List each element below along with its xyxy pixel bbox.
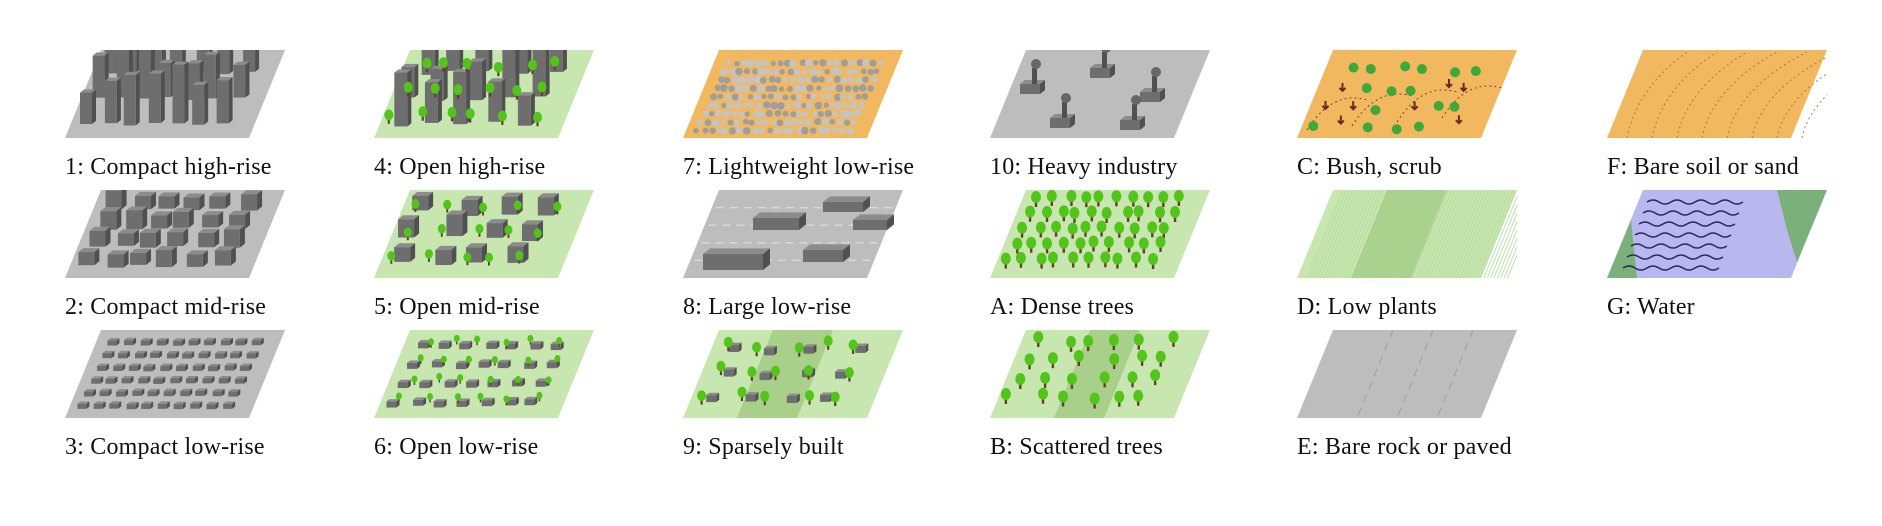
lcz-9-item: 9: Sparsely built [683, 330, 983, 470]
lcz-d-item: D: Low plants [1297, 190, 1597, 330]
lcz-a-item: A: Dense trees [990, 190, 1290, 330]
lcz-e-item: E: Bare rock or paved [1297, 330, 1597, 470]
lcz-2-label: 2: Compact mid-rise [65, 294, 267, 320]
open-high-rise-icon [374, 50, 594, 138]
bare-soil-sand-icon [1607, 50, 1827, 138]
lcz-c-label: C: Bush, scrub [1297, 154, 1442, 180]
lcz-b-label: B: Scattered trees [990, 434, 1163, 460]
lcz-g-label: G: Water [1607, 294, 1695, 320]
lcz-b-item: B: Scattered trees [990, 330, 1290, 470]
lcz-7-label: 7: Lightweight low-rise [683, 154, 915, 180]
bare-rock-paved-icon [1297, 330, 1517, 418]
lcz-7-item: 7: Lightweight low-rise [683, 50, 983, 190]
lcz-1-item: 1: Compact high-rise [65, 50, 365, 190]
open-low-rise-icon [374, 330, 594, 418]
lcz-2-item: 2: Compact mid-rise [65, 190, 365, 330]
bush-scrub-icon [1297, 50, 1517, 138]
scattered-trees-icon [990, 330, 1210, 418]
compact-low-rise-icon [65, 330, 285, 418]
dense-trees-icon [990, 190, 1210, 278]
lcz-3-item: 3: Compact low-rise [65, 330, 365, 470]
water-icon [1607, 190, 1827, 278]
lcz-1-label: 1: Compact high-rise [65, 154, 272, 180]
lcz-4-item: 4: Open high-rise [374, 50, 674, 190]
lcz-c-item: C: Bush, scrub [1297, 50, 1597, 190]
lcz-8-label: 8: Large low-rise [683, 294, 852, 320]
lcz-g-item: G: Water [1607, 190, 1882, 330]
lcz-f-label: F: Bare soil or sand [1607, 154, 1799, 180]
lcz-5-label: 5: Open mid-rise [374, 294, 540, 320]
sparsely-built-icon [683, 330, 903, 418]
low-plants-icon [1297, 190, 1517, 278]
lightweight-low-rise-icon [683, 50, 903, 138]
compact-mid-rise-icon [65, 190, 285, 278]
lcz-3-label: 3: Compact low-rise [65, 434, 265, 460]
large-low-rise-icon [683, 190, 903, 278]
heavy-industry-icon [990, 50, 1210, 138]
lcz-8-item: 8: Large low-rise [683, 190, 983, 330]
open-mid-rise-icon [374, 190, 594, 278]
lcz-6-item: 6: Open low-rise [374, 330, 674, 470]
lcz-10-label: 10: Heavy industry [990, 154, 1178, 180]
lcz-5-item: 5: Open mid-rise [374, 190, 674, 330]
lcz-9-label: 9: Sparsely built [683, 434, 844, 460]
compact-high-rise-icon [65, 50, 285, 138]
lcz-a-label: A: Dense trees [990, 294, 1135, 320]
lcz-6-label: 6: Open low-rise [374, 434, 539, 460]
lcz-d-label: D: Low plants [1297, 294, 1437, 320]
lcz-f-item: F: Bare soil or sand [1607, 50, 1882, 190]
lcz-4-label: 4: Open high-rise [374, 154, 546, 180]
lcz-10-item: 10: Heavy industry [990, 50, 1290, 190]
lcz-e-label: E: Bare rock or paved [1297, 434, 1512, 460]
